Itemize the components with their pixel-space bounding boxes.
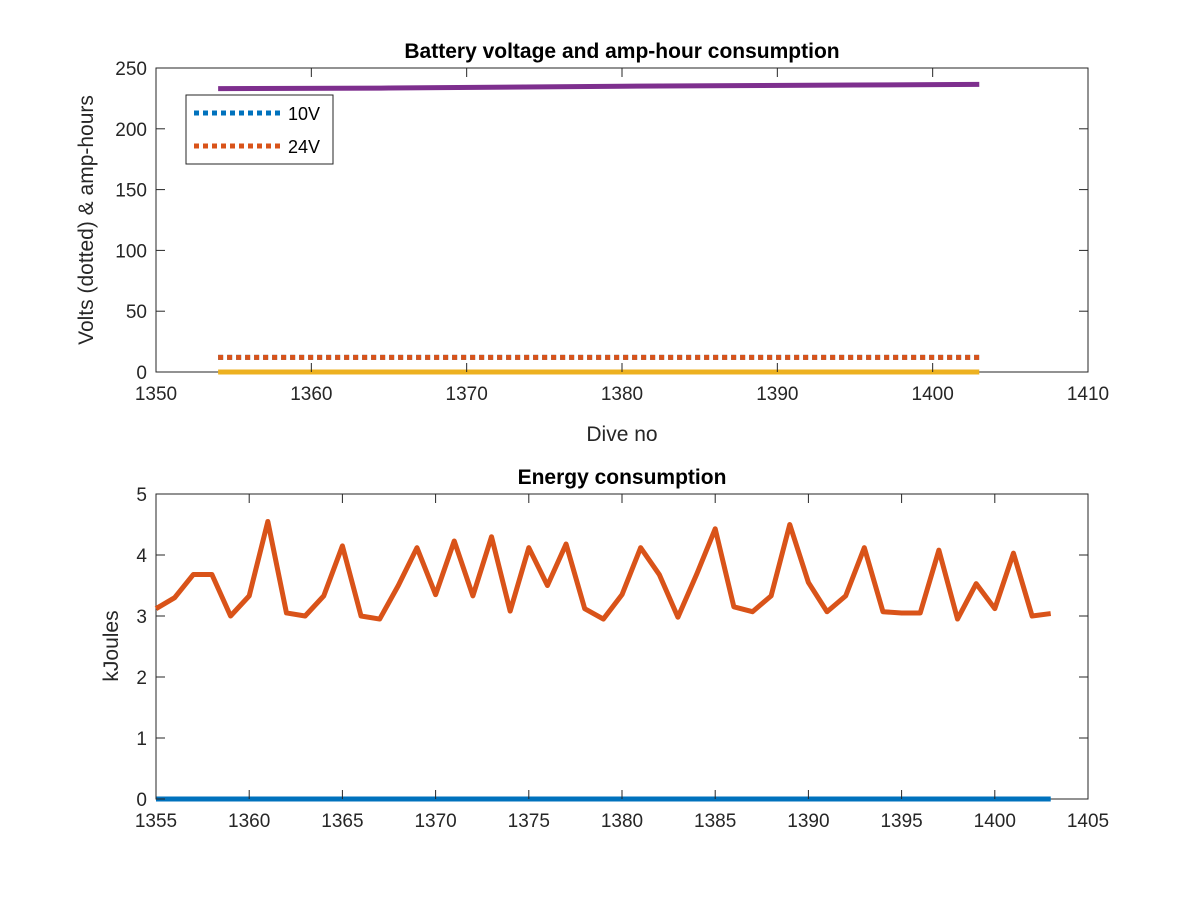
voltage-legend: 10V 24V [185, 94, 334, 165]
voltage-x-tick-label: 1380 [601, 384, 643, 405]
voltage-chart: 1350 1360 1370 1380 1390 1400 1410 0 50 100 150 20… [75, 40, 1109, 446]
energy-x-tick-label: 1355 [135, 811, 177, 832]
energy-x-tick-label: 1390 [787, 811, 829, 832]
energy-plot-area [155, 493, 1089, 800]
energy-y-axis-label: kJoules [100, 610, 123, 681]
energy-x-tick-label: 1370 [414, 811, 456, 832]
energy-x-tick-label: 1380 [601, 811, 643, 832]
energy-x-tick-label: 1400 [974, 811, 1016, 832]
voltage-x-axis-label: Dive no [586, 423, 657, 446]
legend-label-24v: 24V [288, 137, 320, 157]
voltage-y-tick-label: 100 [115, 241, 147, 262]
voltage-x-ticks: 1350 1360 1370 1380 1390 1400 1410 [135, 68, 1109, 405]
voltage-x-tick-label: 1360 [290, 384, 332, 405]
energy-y-tick-label: 5 [136, 485, 147, 506]
energy-x-tick-label: 1365 [321, 811, 363, 832]
energy-x-ticks: 1355 1360 1365 1370 1375 1380 1385 1390 1395 1400… [135, 494, 1109, 832]
energy-x-tick-label: 1395 [880, 811, 922, 832]
energy-x-tick-label: 1405 [1067, 811, 1109, 832]
energy-y-tick-label: 1 [136, 729, 147, 750]
voltage-x-tick-label: 1370 [446, 384, 488, 405]
voltage-plot-lines [218, 81, 980, 375]
legend-label-10v: 10V [288, 104, 320, 124]
voltage-chart-title: Battery voltage and amp-hour consumption [404, 40, 839, 63]
voltage-x-tick-label: 1350 [135, 384, 177, 405]
energy-chart: 1355 1360 1365 1370 1375 1380 1385 1390 1395 1400… [100, 466, 1109, 832]
energy-x-tick-label: 1375 [508, 811, 550, 832]
voltage-x-tick-label: 1400 [912, 384, 954, 405]
energy-y-tick-label: 4 [136, 546, 147, 567]
energy-y-ticks: 0 1 2 3 4 5 [136, 485, 1088, 811]
voltage-y-axis-label: Volts (dotted) & amp-hours [75, 95, 98, 345]
voltage-y-tick-label: 250 [115, 59, 147, 80]
energy-x-tick-label: 1360 [228, 811, 270, 832]
voltage-y-tick-label: 0 [136, 363, 147, 384]
voltage-x-tick-label: 1410 [1067, 384, 1109, 405]
voltage-y-tick-label: 150 [115, 181, 147, 202]
energy-series-1-line [154, 518, 1052, 622]
voltage-y-ticks: 0 50 100 150 200 250 [115, 59, 1088, 384]
voltage-y-tick-label: 50 [126, 302, 147, 323]
energy-y-tick-label: 3 [136, 607, 147, 628]
voltage-series-3-line [218, 81, 980, 92]
energy-chart-title: Energy consumption [518, 466, 727, 489]
energy-y-tick-label: 0 [136, 790, 147, 811]
legend-box [185, 94, 334, 165]
energy-y-tick-label: 2 [136, 668, 147, 689]
voltage-y-tick-label: 200 [115, 120, 147, 141]
energy-x-tick-label: 1385 [694, 811, 736, 832]
voltage-x-tick-label: 1390 [756, 384, 798, 405]
